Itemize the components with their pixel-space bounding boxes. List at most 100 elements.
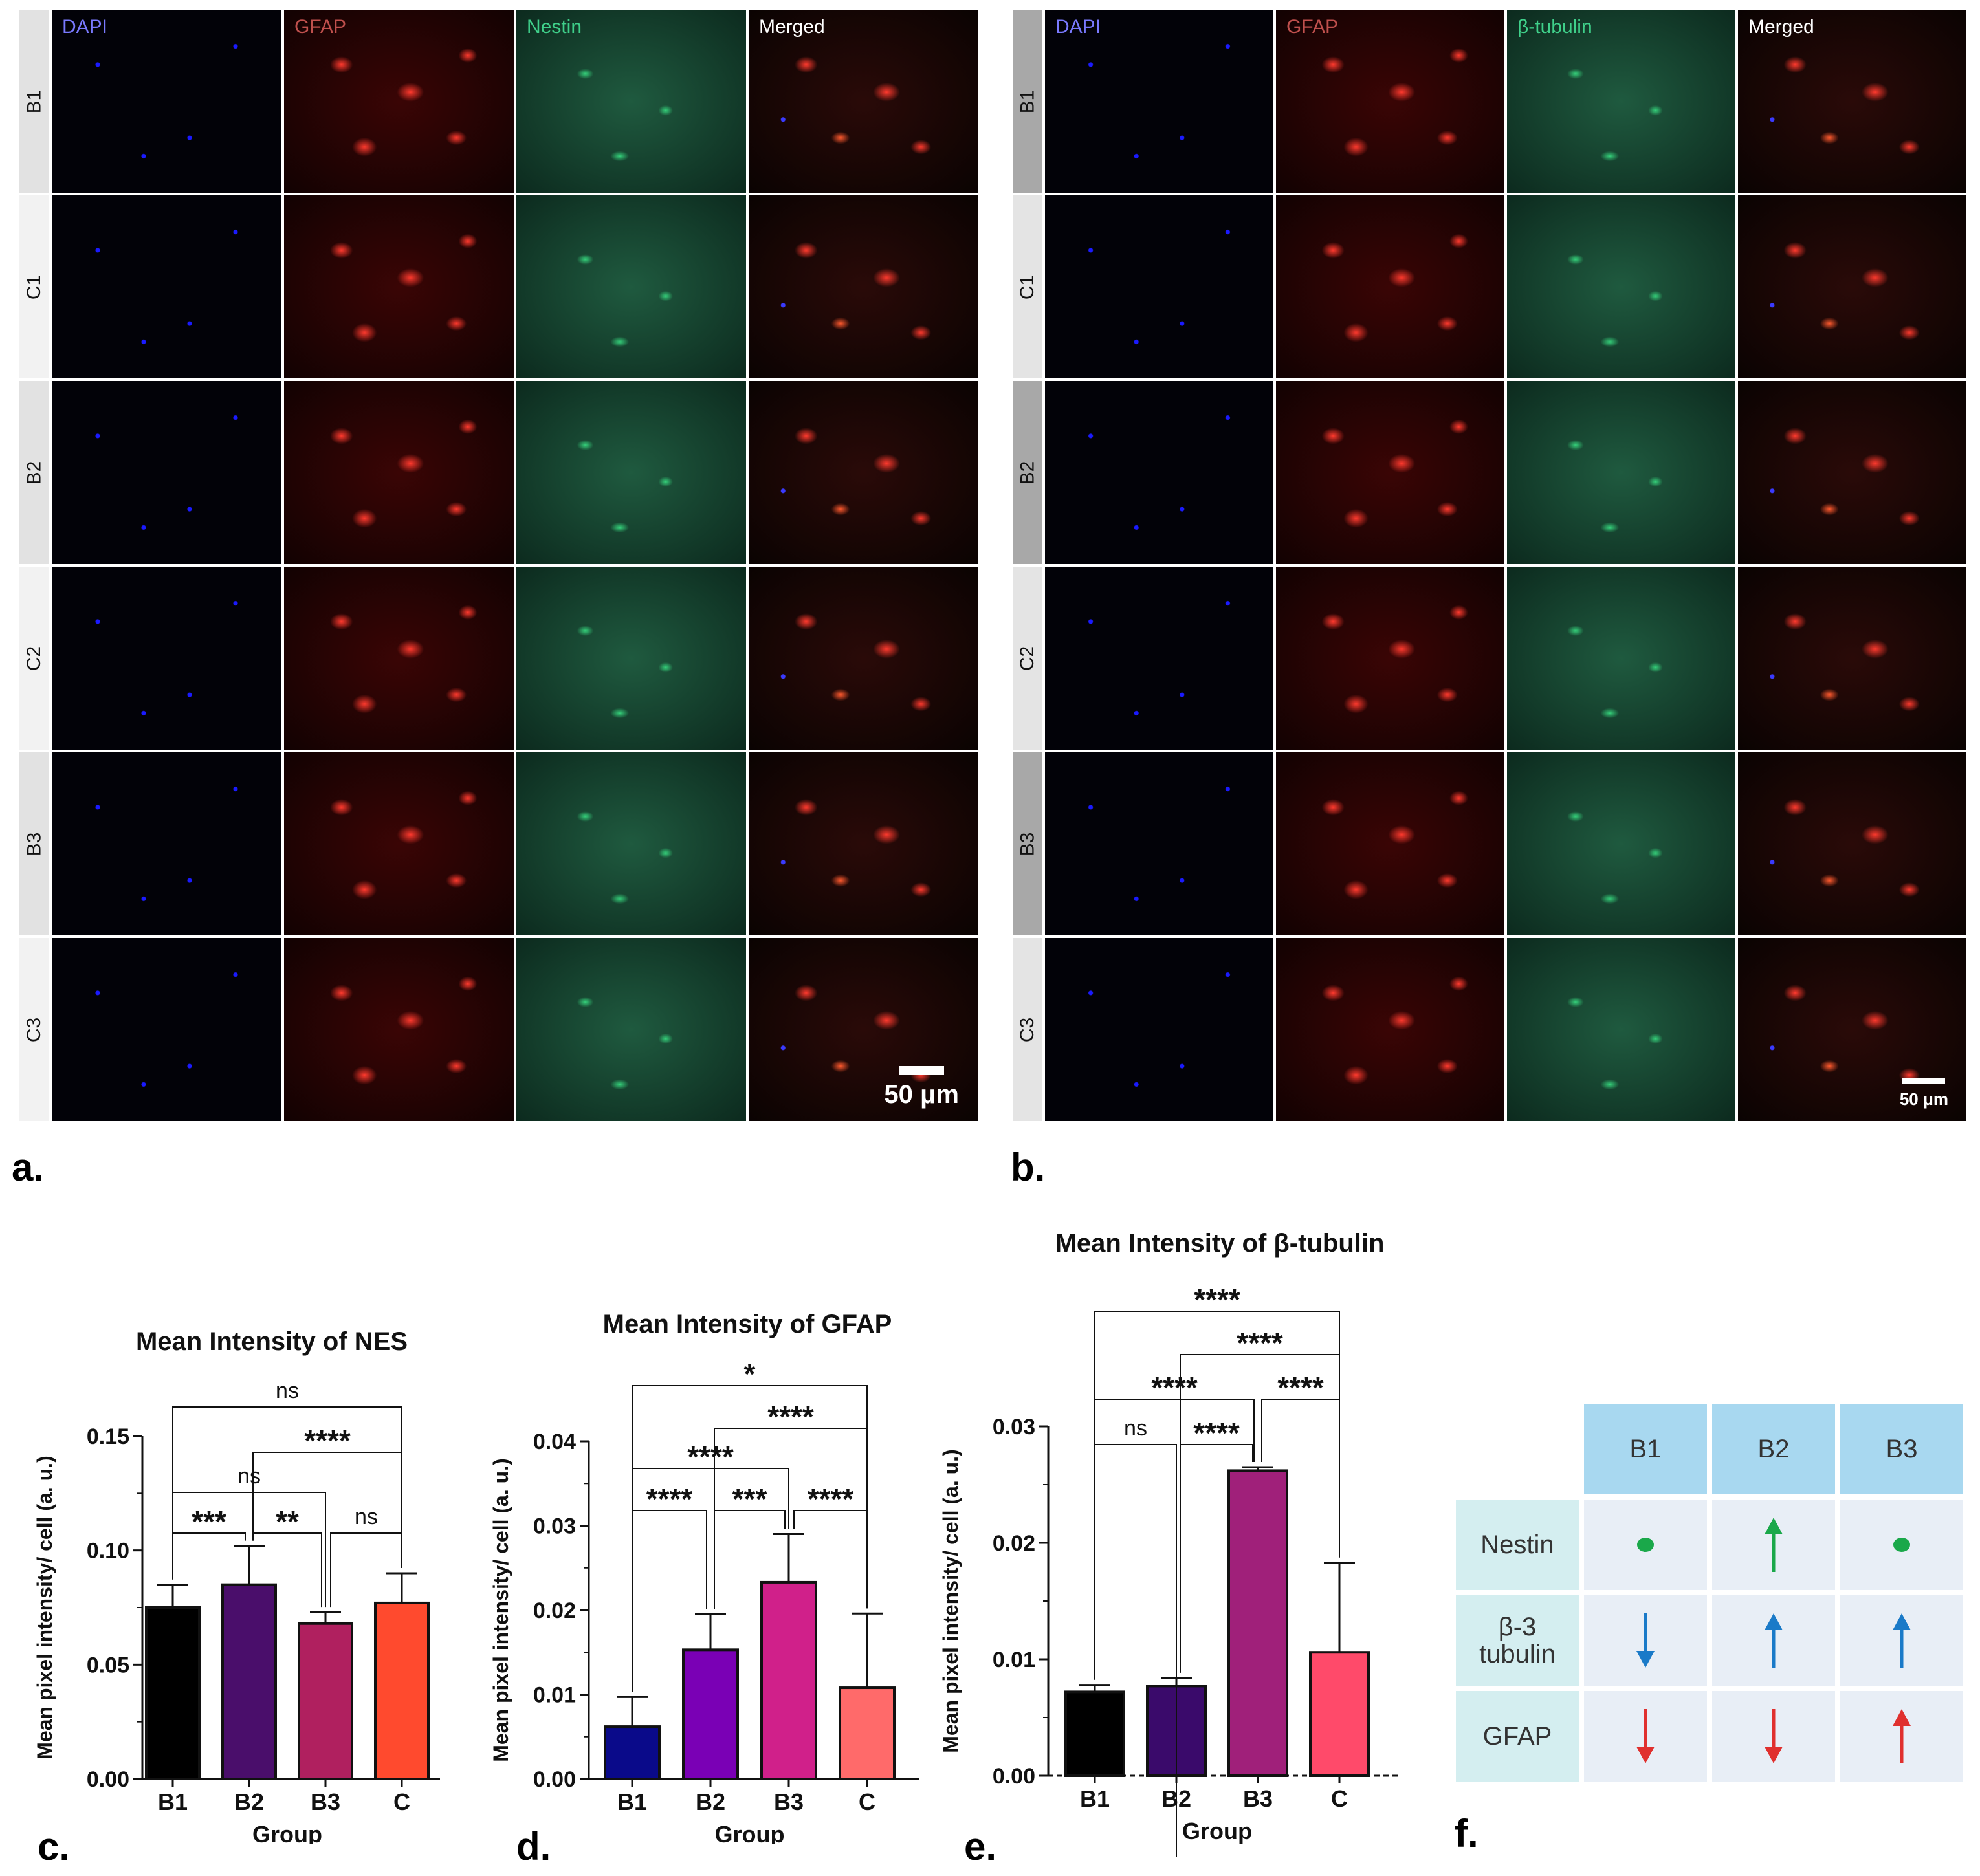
significance-label: **** [767, 1400, 814, 1434]
x-tick-label: C [1331, 1785, 1348, 1812]
bar-c [1309, 1651, 1370, 1778]
arrow-up-icon [1765, 1613, 1783, 1668]
row-label-c2: C2 [1013, 567, 1042, 750]
significance-label: **** [304, 1424, 351, 1457]
significance-bracket [172, 1406, 402, 1580]
significance-label: ns [355, 1505, 378, 1529]
bar-chart-nes: Mean Intensity of NES 0.00 0.05 0.10 0.15 Mea… [33, 1327, 440, 1844]
micrograph-c2-dapi [1045, 567, 1273, 750]
table-row-label: GFAP [1456, 1691, 1579, 1782]
significance-label: ns [237, 1464, 261, 1489]
y-tick-label: 0.10 [87, 1539, 129, 1564]
table-row-label: β-3 tubulin [1456, 1595, 1579, 1686]
chart-title: Mean Intensity of GFAP [603, 1310, 892, 1338]
micrograph-c1-dapi [52, 195, 281, 378]
table-header-b3: B3 [1840, 1404, 1963, 1494]
micrograph-b1--tubulin: β-tubulin [1507, 10, 1735, 193]
micrograph-b2-dapi [1045, 381, 1273, 564]
micrograph-b1-dapi: DAPI [1045, 10, 1273, 193]
micrograph-b3-nestin [516, 752, 746, 935]
summary-table: B1 B2 B3 Nestin β-3 tubulin GFAP [1456, 1404, 1963, 1782]
bar-b3 [1227, 1469, 1288, 1777]
channel-label: DAPI [62, 16, 108, 38]
significance-label: **** [1151, 1371, 1198, 1404]
bar-chart-gfap: Mean Intensity of GFAP 0.00 0.01 0.02 0.03 0.… [489, 1310, 919, 1844]
micrograph-b3-merged [1738, 752, 1966, 935]
y-tick-label: 0.02 [993, 1531, 1035, 1556]
micrograph-c1-gfap [284, 195, 514, 378]
y-tick-label: 0.01 [533, 1683, 576, 1708]
channel-label: GFAP [294, 16, 347, 38]
arrow-down-icon [1765, 1709, 1783, 1763]
table-cell [1840, 1500, 1963, 1590]
micrograph-b2--tubulin [1507, 381, 1735, 564]
significance-bracket [252, 1452, 402, 1568]
micrograph-c2-dapi [52, 567, 281, 750]
significance-bracket [1094, 1444, 1177, 1857]
arrow-down-icon [1636, 1613, 1655, 1668]
y-tick-label: 0.00 [533, 1767, 576, 1792]
significance-label: **** [1193, 1416, 1240, 1450]
significance-label: *** [732, 1482, 767, 1516]
row-label-c1: C1 [1013, 195, 1042, 378]
bar-b1 [604, 1725, 661, 1781]
x-tick-label: B1 [1080, 1785, 1110, 1812]
panel-letter-d: d. [516, 1825, 551, 1868]
micrograph-c3-gfap [1276, 938, 1504, 1121]
y-axis-label: Mean pixel intensity/ cell (a. u.) [939, 1449, 962, 1752]
micrograph-c2--tubulin [1507, 567, 1735, 750]
micrograph-c3-merged: 50 μm [749, 938, 978, 1121]
micrograph-b1-dapi: DAPI [52, 10, 281, 193]
bar-b3 [760, 1580, 817, 1780]
arrow-up-icon [1765, 1518, 1783, 1572]
micrograph-c2-merged [1738, 567, 1966, 750]
micrograph-b3-gfap [1276, 752, 1504, 935]
panel-letter-a: a. [12, 1146, 45, 1189]
significance-label: ns [1124, 1416, 1147, 1441]
x-tick-label: B2 [234, 1789, 264, 1815]
y-tick-label: 0.15 [87, 1424, 129, 1449]
micrograph-b3-merged [749, 752, 978, 935]
significance-bracket [1180, 1444, 1253, 1673]
arrow-down-icon [1636, 1709, 1655, 1763]
micrograph-c1--tubulin [1507, 195, 1735, 378]
micrograph-b2-nestin [516, 381, 746, 564]
x-axis-label: Group [715, 1821, 785, 1844]
micrograph-c1-dapi [1045, 195, 1273, 378]
significance-bracket [632, 1385, 868, 1692]
table-cell [1584, 1595, 1707, 1686]
bar-b2 [221, 1583, 277, 1780]
panel-letter-f: f. [1455, 1812, 1479, 1855]
x-tick-label: B1 [617, 1789, 647, 1815]
table-cell [1584, 1500, 1707, 1590]
bar-b3 [298, 1622, 353, 1780]
micrograph-c3-nestin [516, 938, 746, 1121]
dot-icon [1637, 1538, 1654, 1552]
micrograph-c2-gfap [1276, 567, 1504, 750]
chart-title: Mean Intensity of β-tubulin [1055, 1229, 1385, 1258]
y-tick-label: 0.00 [993, 1764, 1035, 1789]
table-cell [1840, 1595, 1963, 1686]
significance-label: *** [192, 1505, 226, 1538]
significance-bracket [252, 1532, 322, 1608]
significance-label: **** [808, 1482, 854, 1516]
row-label-c3: C3 [19, 938, 49, 1121]
micrograph-c1-merged [1738, 195, 1966, 378]
micrograph-b3-gfap [284, 752, 514, 935]
micrograph-c1-nestin [516, 195, 746, 378]
x-tick-label: C [393, 1789, 410, 1815]
x-axis-label: Group [1182, 1818, 1252, 1844]
bar-chart-beta-tubulin: Mean Intensity of β-tubulin 0.00 0.01 0.02 0… [939, 1229, 1398, 1857]
micrograph-b1-merged: Merged [749, 10, 978, 193]
significance-label: **** [1194, 1283, 1240, 1316]
y-tick-label: 0.03 [993, 1415, 1035, 1439]
significance-bracket [330, 1532, 402, 1608]
scale-bar: 50 μm [884, 1066, 959, 1109]
significance-label: **** [687, 1440, 734, 1474]
micrograph-b1-gfap: GFAP [284, 10, 514, 193]
micrograph-b3-dapi [52, 752, 281, 935]
micrograph-c3--tubulin [1507, 938, 1735, 1121]
bar-b1 [145, 1606, 201, 1780]
significance-bracket [632, 1510, 707, 1692]
micrograph-grid-a: B1 DAPI GFAP Nestin Merged C1 B2 C2 B3 C3 50 μm [19, 10, 980, 1126]
